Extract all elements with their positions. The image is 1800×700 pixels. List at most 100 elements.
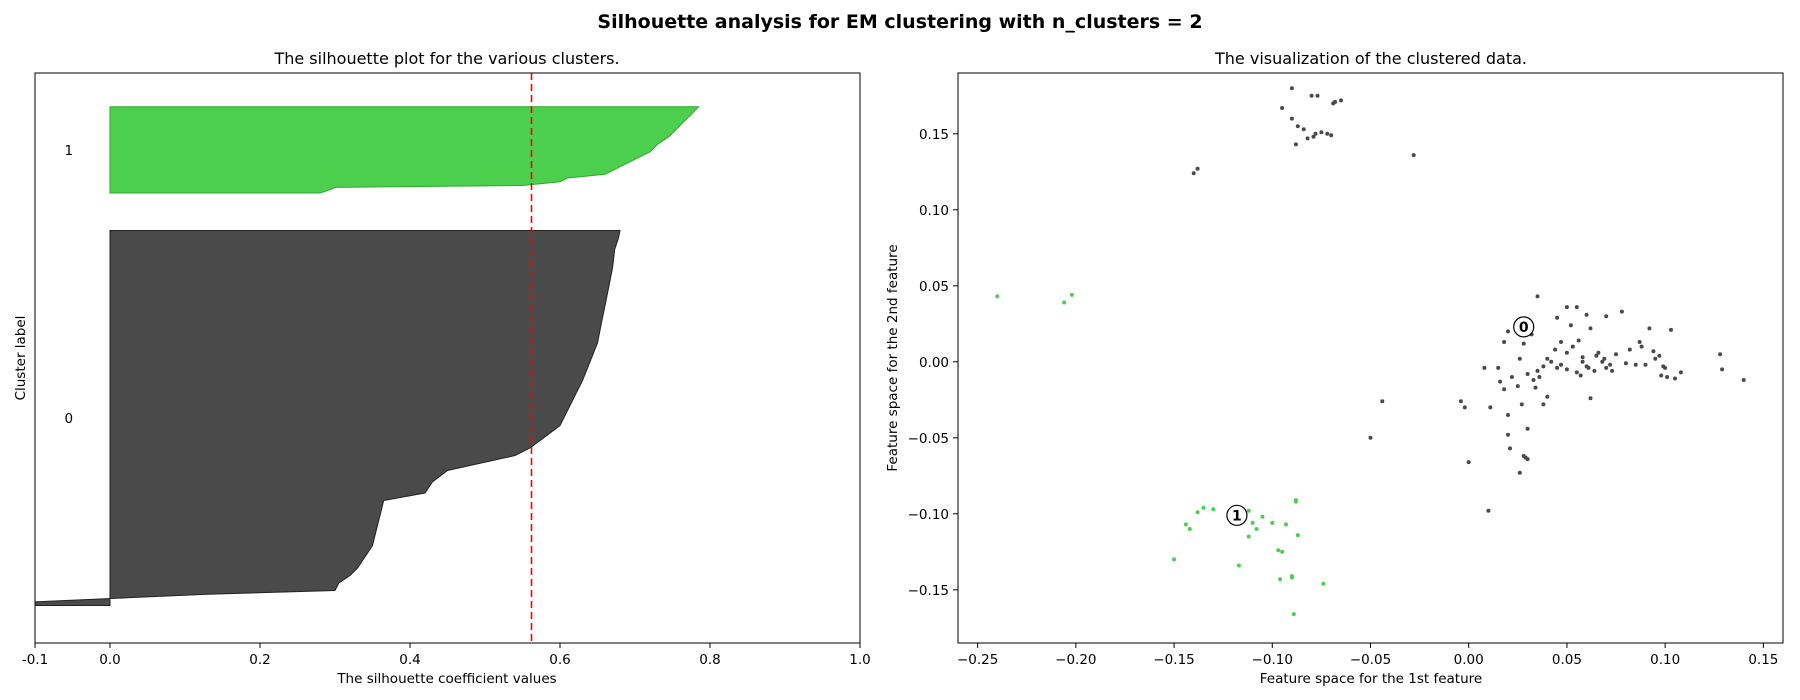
scatter-point-cluster-0 [1604, 365, 1609, 370]
scatter-point-cluster-1 [995, 294, 1000, 299]
scatter-point-cluster-0 [1525, 426, 1530, 431]
scatter-point-cluster-0 [1191, 171, 1196, 176]
scatter-point-cluster-1 [1187, 527, 1192, 531]
x-tick-label: -0.1 [22, 652, 48, 668]
scatter-point-cluster-0 [1600, 359, 1605, 364]
x-tick-label: −0.20 [1055, 652, 1096, 668]
scatter-point-cluster-0 [1289, 86, 1294, 91]
y-tick-label: 0.05 [919, 279, 949, 295]
x-tick-label: −0.25 [957, 652, 998, 668]
scatter-plot-frame [957, 72, 1784, 644]
scatter-point-cluster-1 [1270, 520, 1275, 525]
scatter-point-cluster-0 [1517, 470, 1522, 475]
scatter-point-cluster-0 [1553, 347, 1558, 352]
silhouette-x-ticks: -0.1 0.0 0.2 0.4 0.6 0.8 1.0 [22, 643, 871, 668]
scatter-point-cluster-1 [1254, 527, 1259, 531]
scatter-point-cluster-0 [1319, 130, 1324, 135]
y-tick-label: −0.05 [908, 431, 949, 447]
scatter-point-cluster-1 [1201, 505, 1206, 510]
y-tick-label: 0.00 [919, 355, 949, 371]
scatter-point-cluster-1 [1291, 612, 1296, 617]
scatter-point-cluster-0 [1368, 435, 1373, 440]
scatter-point-cluster-0 [1678, 370, 1683, 375]
scatter-point-cluster-1 [1236, 563, 1241, 568]
scatter-point-cluster-0 [1610, 368, 1615, 373]
scatter-point-cluster-0 [1545, 394, 1550, 399]
scatter-point-cluster-0 [1633, 362, 1638, 367]
cluster-center-marker [1513, 316, 1535, 338]
scatter-point-cluster-0 [1580, 355, 1585, 360]
scatter-point-cluster-0 [1309, 93, 1314, 98]
scatter-point-cluster-0 [1535, 368, 1540, 373]
scatter-point-cluster-0 [1315, 93, 1320, 98]
scatter-point-cluster-0 [1559, 362, 1563, 367]
cluster-label-1: 1 [64, 143, 73, 159]
scatter-point-cluster-0 [1637, 340, 1642, 344]
scatter-point-cluster-0 [1295, 124, 1300, 129]
scatter-point-cluster-1 [1293, 499, 1298, 504]
scatter-point-cluster-0 [1313, 131, 1318, 136]
x-tick-label: 1.0 [849, 652, 870, 668]
scatter-point-cluster-0 [1515, 384, 1520, 389]
scatter-point-cluster-0 [1333, 99, 1338, 104]
x-tick-label: −0.10 [1252, 652, 1293, 668]
cluster-center-label: 0 [1519, 320, 1529, 336]
scatter-point-cluster-0 [1549, 359, 1554, 364]
cluster-center-label: 1 [1232, 508, 1242, 524]
scatter-point-cluster-0 [1559, 340, 1563, 344]
silhouette-plot-frame [34, 72, 861, 644]
scatter-point-cluster-0 [1718, 352, 1723, 357]
scatter-point-cluster-0 [1594, 353, 1599, 358]
scatter-point-cluster-0 [1651, 349, 1656, 354]
scatter-point-cluster-0 [1578, 373, 1583, 378]
scatter-point-cluster-0 [1586, 365, 1591, 370]
scatter-point-cluster-0 [1506, 329, 1510, 334]
x-tick-label: 0.6 [549, 652, 570, 668]
scatter-point-cluster-0 [1588, 396, 1593, 401]
x-tick-label: 0.10 [1650, 652, 1680, 668]
y-tick-label: 0.10 [919, 203, 949, 219]
scatter-point-cluster-0 [1643, 362, 1648, 367]
scatter-point-cluster-1 [1295, 533, 1300, 538]
scatter-point-cluster-0 [1669, 327, 1673, 332]
scatter-point-cluster-0 [1564, 367, 1569, 372]
scatter-point-cluster-0 [1380, 399, 1385, 404]
silhouette-plot-title: The silhouette plot for the various clus… [273, 49, 619, 68]
scatter-point-cluster-0 [1627, 347, 1632, 352]
scatter-point-cluster-0 [1509, 375, 1514, 379]
scatter-point-cluster-0 [1570, 344, 1575, 349]
scatter-point-cluster-0 [1531, 378, 1536, 382]
x-tick-label: 0.4 [399, 652, 420, 668]
scatter-point-cluster-0 [1311, 134, 1316, 139]
scatter-x-axis-label: Feature space for the 1st feature [1260, 671, 1482, 687]
scatter-point-cluster-1 [1278, 577, 1283, 582]
scatter-point-cluster-0 [1588, 326, 1593, 331]
scatter-point-cluster-0 [1574, 370, 1579, 375]
scatter-point-cluster-0 [1506, 432, 1510, 437]
scatter-point-cluster-1 [1280, 549, 1285, 554]
scatter-point-cluster-0 [1647, 326, 1652, 331]
scatter-marks: 01 [995, 86, 1746, 617]
scatter-point-cluster-0 [1555, 315, 1560, 320]
scatter-y-axis-label: Feature space for the 2nd feature [885, 244, 901, 471]
scatter-point-cluster-0 [1521, 341, 1526, 346]
silhouette-marks: 01 [34, 73, 700, 643]
cluster-label-0: 0 [64, 411, 73, 427]
scatter-point-cluster-0 [1496, 365, 1501, 370]
scatter-point-cluster-0 [1720, 367, 1725, 372]
scatter-point-cluster-1 [1246, 508, 1251, 513]
x-tick-label: 0.00 [1454, 652, 1484, 668]
scatter-point-cluster-1 [1069, 292, 1074, 297]
x-tick-label: 0.8 [699, 652, 720, 668]
scatter-point-cluster-0 [1293, 142, 1298, 147]
scatter-point-cluster-0 [1339, 98, 1343, 103]
scatter-point-cluster-0 [1488, 405, 1493, 410]
scatter-point-cluster-0 [1608, 362, 1613, 367]
scatter-point-cluster-0 [1462, 405, 1467, 410]
scatter-point-cluster-0 [1653, 356, 1658, 361]
silhouette-x-axis-label: The silhouette coefficient values [336, 671, 556, 687]
scatter-point-cluster-0 [1741, 378, 1746, 382]
x-tick-label: 0.05 [1552, 652, 1582, 668]
scatter-point-cluster-0 [1639, 344, 1644, 349]
